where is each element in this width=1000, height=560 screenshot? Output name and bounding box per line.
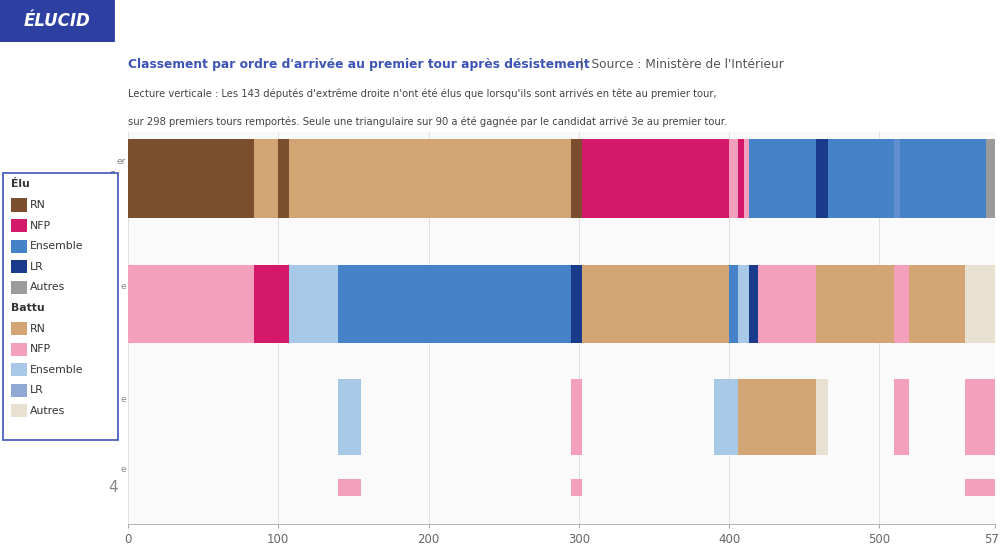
Text: Ensemble: Ensemble [30,241,84,251]
Text: Autres: Autres [30,406,66,416]
Text: RN: RN [30,324,46,334]
Bar [828,139,894,218]
Bar [749,139,816,218]
Bar [729,265,738,343]
Text: 1: 1 [108,171,117,186]
Text: LR: LR [30,385,44,395]
Bar [11,281,27,294]
Text: e: e [120,282,126,291]
Text: ÉLUCID: ÉLUCID [24,12,91,30]
Text: NFP: NFP [30,221,51,231]
Bar [900,139,986,218]
Bar [11,384,27,397]
Text: Ensemble: Ensemble [30,365,84,375]
Bar [289,265,338,343]
Bar [289,139,571,218]
Text: Autres: Autres [30,282,66,292]
Bar [338,478,361,496]
Bar [571,379,582,455]
Text: Battu: Battu [11,303,45,313]
Text: 2: 2 [108,297,117,311]
Bar [11,260,27,273]
Text: www.elucid.media: www.elucid.media [900,544,995,554]
Bar [894,139,900,218]
Bar [744,139,749,218]
Text: LR: LR [30,262,44,272]
Bar [11,240,27,253]
Bar [128,139,254,218]
Bar [729,139,738,218]
Bar [738,139,744,218]
Bar [900,379,909,455]
Bar [965,379,995,455]
Bar [828,265,894,343]
Text: |  Source : Ministère de l'Intérieur: | Source : Ministère de l'Intérieur [572,58,784,71]
Text: Résultat du deuxième tour des élections législatives du 7 juillet 2024: Résultat du deuxième tour des élections … [127,13,756,29]
Bar [11,198,27,212]
Text: Classement par ordre d'arrivée au premier tour après désistement: Classement par ordre d'arrivée au premie… [128,58,590,71]
Bar [714,139,729,218]
Bar [11,322,27,335]
Text: RN: RN [30,200,46,210]
Text: 4: 4 [108,480,117,495]
Bar [338,265,571,343]
Bar [714,265,729,343]
Bar [582,265,714,343]
Bar [582,139,714,218]
Bar [758,265,816,343]
Bar [571,478,582,496]
Bar [965,478,995,496]
Text: e: e [120,465,126,474]
Bar [738,265,749,343]
Bar [782,379,816,455]
Bar [128,265,254,343]
Bar [909,265,965,343]
Bar [571,265,582,343]
Bar [714,379,738,455]
Bar [278,139,289,218]
Text: er: er [116,156,126,166]
Text: e: e [120,395,126,404]
Bar [894,379,900,455]
Bar [338,379,361,455]
Bar [816,139,828,218]
Bar [749,265,758,343]
Bar [738,379,782,455]
Text: NFP: NFP [30,344,51,354]
Bar [0,0,115,42]
Bar [571,139,582,218]
Bar [11,219,27,232]
Bar [816,379,828,455]
Bar [986,139,995,218]
Bar [11,363,27,376]
Text: Élu: Élu [11,179,30,189]
Bar [965,265,995,343]
Bar [254,139,278,218]
Text: 3: 3 [108,409,117,424]
Bar [11,343,27,356]
Bar [816,265,828,343]
Bar [894,265,909,343]
Bar [254,265,289,343]
Bar [11,404,27,417]
Text: Lecture verticale : Les 143 députés d'extrême droite n'ont été élus que lorsqu'i: Lecture verticale : Les 143 députés d'ex… [128,89,717,99]
Text: sur 298 premiers tours remportés. Seule une triangulaire sur 90 a été gagnée par: sur 298 premiers tours remportés. Seule … [128,116,727,127]
